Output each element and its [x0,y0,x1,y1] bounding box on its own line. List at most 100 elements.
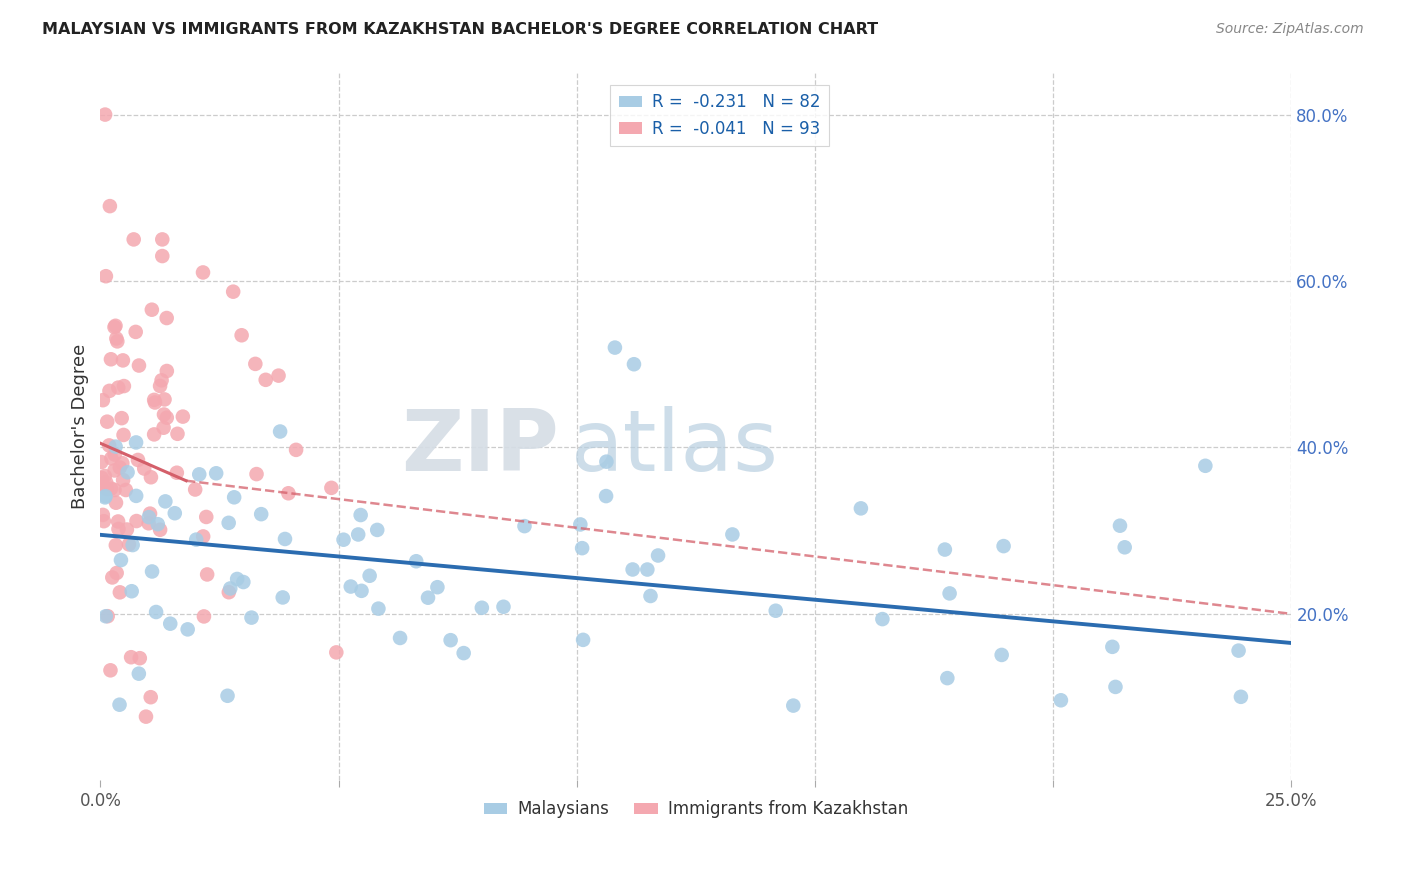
Point [145,605,167,619]
Y-axis label: Bachelor's Degree: Bachelor's Degree [72,344,89,509]
Point [1050,693,1073,707]
Point [125,489,148,503]
Point [103,320,125,334]
Point [217,689,239,703]
Point [389,631,412,645]
Point [107,381,129,395]
Point [224,491,246,505]
Point [91,477,114,491]
Point [191,265,214,279]
Point [439,633,461,648]
Point [603,341,626,355]
Point [97,609,120,624]
Point [125,435,148,450]
Point [152,421,174,435]
Point [134,461,156,475]
Point [90,455,112,469]
Text: ZIP: ZIP [401,407,560,490]
Point [721,527,744,541]
Point [138,510,160,524]
Point [193,529,215,543]
Point [231,328,253,343]
Point [240,610,263,624]
Point [141,302,163,317]
Point [366,523,388,537]
Point [143,427,166,442]
Point [94,107,117,121]
Point [98,384,121,398]
Point [572,632,595,647]
Point [112,428,135,442]
Point [94,609,117,624]
Point [195,510,218,524]
Point [782,698,804,713]
Point [107,515,129,529]
Point [146,517,169,532]
Point [155,494,177,508]
Point [110,553,132,567]
Point [186,533,208,547]
Point [96,475,118,490]
Point [104,538,127,552]
Point [104,318,127,333]
Point [150,249,173,263]
Point [1230,690,1253,704]
Point [120,650,142,665]
Point [849,501,872,516]
Point [1104,680,1126,694]
Point [367,601,389,615]
Point [127,453,149,467]
Point [98,199,121,213]
Point [595,489,617,503]
Point [149,379,172,393]
Point [188,467,211,482]
Point [149,523,172,537]
Point [405,554,427,568]
Point [426,580,449,594]
Point [104,440,127,454]
Point [104,448,127,462]
Point [143,395,166,409]
Point [107,522,129,536]
Point [125,325,148,339]
Point [453,646,475,660]
Point [122,232,145,246]
Point [94,491,117,505]
Point [872,612,894,626]
Point [623,357,645,371]
Point [141,565,163,579]
Point [98,438,121,452]
Point [350,583,373,598]
Point [111,411,134,425]
Point [640,589,662,603]
Point [184,483,207,497]
Point [1114,541,1136,555]
Point [143,392,166,407]
Point [150,373,173,387]
Point [105,334,128,349]
Point [93,514,115,528]
Point [765,604,787,618]
Point [135,709,157,723]
Point [571,541,593,556]
Point [325,645,347,659]
Point [205,467,228,481]
Point [321,481,343,495]
Point [112,379,135,393]
Point [150,232,173,246]
Point [172,409,194,424]
Point [621,562,644,576]
Point [112,473,135,487]
Point [222,285,245,299]
Point [277,486,299,500]
Point [993,539,1015,553]
Point [101,570,124,584]
Point [569,517,592,532]
Point [94,469,117,483]
Point [153,408,176,422]
Legend: Malaysians, Immigrants from Kazakhstan: Malaysians, Immigrants from Kazakhstan [478,794,914,825]
Text: MALAYSIAN VS IMMIGRANTS FROM KAZAKHSTAN BACHELOR'S DEGREE CORRELATION CHART: MALAYSIAN VS IMMIGRANTS FROM KAZAKHSTAN … [42,22,879,37]
Point [91,508,114,522]
Point [934,542,956,557]
Point [250,507,273,521]
